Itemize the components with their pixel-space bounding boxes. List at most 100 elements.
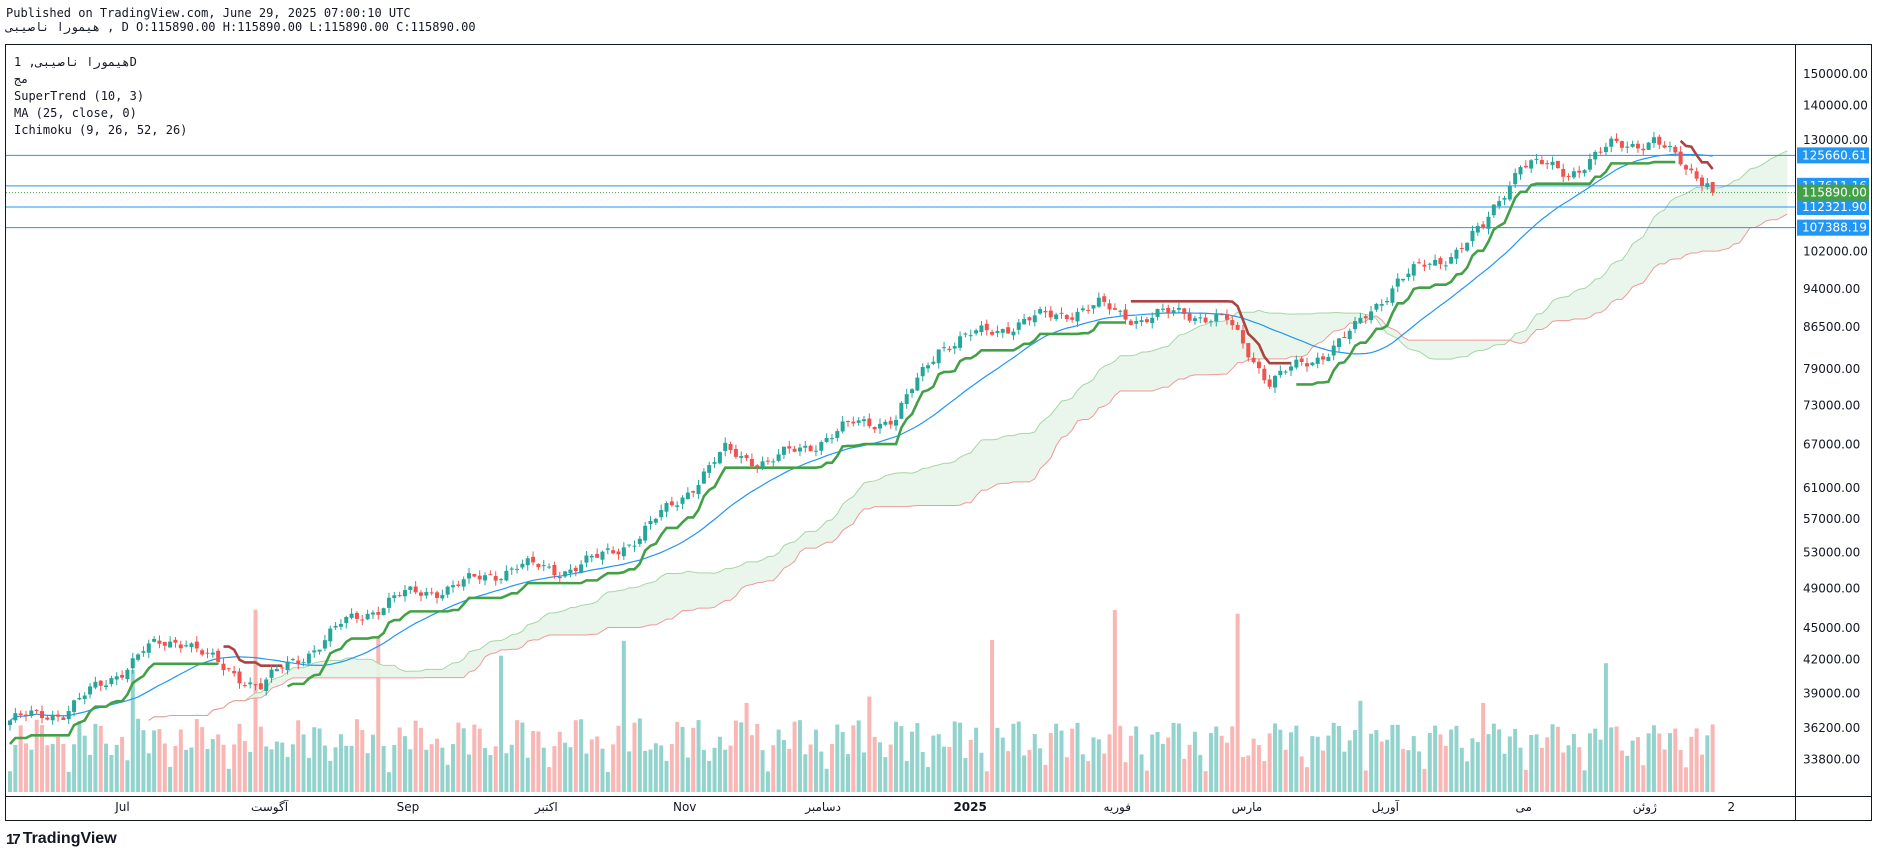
volume-bar — [829, 744, 834, 792]
legend-symbol[interactable]: هیمورا ناصیبی, 1D — [14, 55, 137, 69]
candle-body — [1198, 317, 1203, 319]
candle-body — [1267, 379, 1272, 387]
volume-bar — [493, 746, 498, 792]
volume-bar — [467, 754, 472, 792]
candle-body — [1214, 314, 1219, 322]
candle-body — [1016, 322, 1021, 330]
ohlc-line: هیمورا ناصیبی , D O:115890.00 H:115890.0… — [6, 20, 476, 34]
volume-bar — [408, 749, 413, 792]
legend-ichimoku[interactable]: Ichimoku (9, 26, 52, 26) — [14, 123, 188, 137]
candle-body — [568, 569, 573, 574]
candle-body — [232, 671, 237, 674]
candle-body — [104, 685, 109, 687]
volume-bar — [787, 748, 792, 792]
candle-body — [509, 568, 514, 570]
candle-body — [408, 586, 413, 590]
volume-bar — [723, 749, 728, 792]
volume-bar — [274, 741, 279, 792]
volume-bar — [963, 758, 968, 792]
volume-bar — [701, 749, 706, 792]
candle-body — [333, 625, 338, 628]
volume-bar — [226, 768, 231, 792]
candle-body — [1070, 317, 1075, 320]
volume-bar — [24, 743, 29, 792]
volume-bar — [910, 731, 915, 792]
time-tick-label: مارس — [1232, 800, 1263, 815]
volume-bar — [904, 761, 909, 792]
volume-bar — [45, 745, 50, 792]
level-price-tag-label: 112321.90 — [1802, 200, 1867, 214]
legend-supertrend[interactable]: SuperTrend (10, 3) — [14, 89, 145, 103]
volume-bar — [1443, 745, 1448, 792]
volume-bar — [840, 731, 845, 792]
volume-bar — [472, 724, 477, 792]
candle-body — [1272, 375, 1277, 388]
volume-bar — [184, 749, 189, 792]
volume-bar — [173, 745, 178, 792]
candle-body — [1518, 167, 1523, 175]
volume-bar — [1070, 728, 1075, 792]
candle-body — [600, 551, 605, 560]
volume-bar — [995, 727, 1000, 792]
volume-bar — [1315, 736, 1320, 792]
candle-body — [269, 669, 274, 678]
candle-body — [1401, 278, 1406, 281]
volume-bar — [1203, 771, 1208, 792]
volume-bar — [1459, 747, 1464, 792]
volume-bar — [285, 756, 290, 792]
candle-body — [77, 697, 82, 700]
candle-body — [616, 551, 621, 555]
candle-body — [776, 454, 781, 461]
volume-bar — [1651, 725, 1656, 792]
volume-bar — [1246, 755, 1251, 792]
volume-bar — [1673, 728, 1678, 792]
candle-body — [1246, 343, 1251, 358]
volume-bar — [835, 724, 840, 792]
candle-body — [968, 335, 973, 337]
candle-body — [173, 639, 178, 643]
volume-bar — [290, 744, 295, 792]
volume-bar — [1481, 702, 1486, 792]
volume-bar — [29, 749, 34, 792]
volume-bar — [1251, 738, 1256, 792]
tradingview-logo[interactable]: 17 TradingView — [6, 830, 117, 848]
level-price-tag — [1797, 219, 1869, 236]
volume-bar — [616, 725, 621, 792]
volume-bar — [152, 730, 157, 792]
candle-body — [1651, 137, 1656, 144]
candle-body — [1486, 216, 1491, 229]
candle-body — [1080, 308, 1085, 311]
candle-body — [216, 650, 221, 662]
candle-body — [1491, 204, 1496, 216]
candle-body — [1566, 176, 1571, 178]
candle-body — [1235, 324, 1240, 330]
candle-body — [707, 465, 712, 473]
price-tick-label: 42000.00 — [1803, 653, 1860, 667]
candle-body — [1038, 309, 1043, 314]
volume-bar — [322, 745, 327, 792]
candle-body — [1160, 308, 1165, 310]
candle-body — [1539, 159, 1544, 165]
tradingview-logo-icon: 17 — [6, 830, 21, 848]
volume-bar — [253, 609, 258, 792]
candle-body — [472, 573, 477, 577]
volume-bar — [258, 726, 263, 792]
candle-body — [1459, 248, 1464, 250]
candle-body — [749, 458, 754, 467]
volume-bar — [1710, 724, 1715, 792]
volume-bar — [1561, 752, 1566, 792]
candle-body — [1625, 146, 1630, 148]
candle-body — [755, 465, 760, 468]
candle-body — [728, 443, 733, 451]
candle-body — [1203, 317, 1208, 323]
candle-body — [392, 595, 397, 599]
volume-bar — [18, 725, 23, 792]
legend-ma[interactable]: MA (25, close, 0) — [14, 106, 137, 120]
volume-bar — [280, 742, 285, 792]
volume-bar — [1507, 736, 1512, 792]
volume-bar — [333, 747, 338, 792]
volume-bar — [1155, 731, 1160, 792]
volume-bar — [504, 753, 509, 792]
volume-bar — [1353, 730, 1358, 792]
